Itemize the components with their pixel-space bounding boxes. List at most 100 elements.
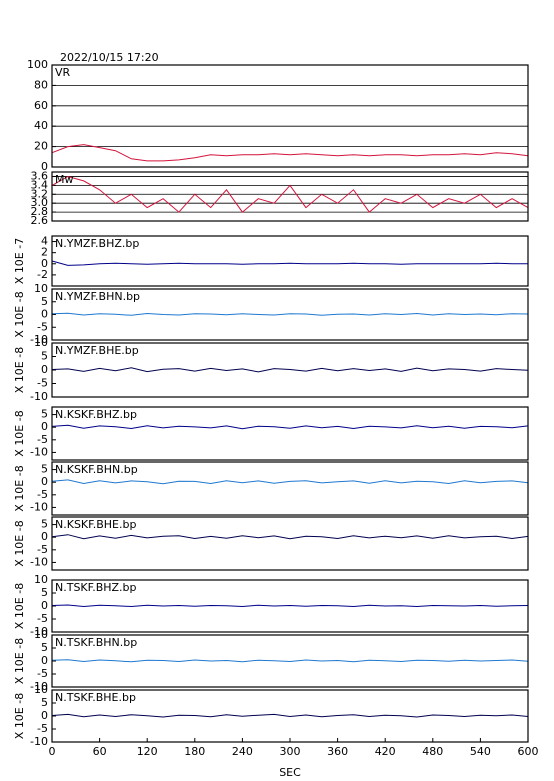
trace xyxy=(51,175,529,213)
y-tick-label: 5 xyxy=(41,518,48,531)
y-tick-label: 20 xyxy=(34,140,48,153)
y-tick-label: 0 xyxy=(41,420,48,433)
y-axis-label: X 10E -8 xyxy=(13,410,26,456)
panel-label: N.TSKF.BHE.bp xyxy=(55,691,136,704)
y-tick-label: 40 xyxy=(34,119,48,132)
x-tick-label: 240 xyxy=(232,745,253,758)
page-title: 2022/10/15 17:20 xyxy=(60,51,159,64)
y-tick-label: -5 xyxy=(37,722,48,735)
y-tick-label: -5 xyxy=(37,488,48,501)
y-tick-label: -10 xyxy=(30,625,48,638)
y-tick-label: 3.2 xyxy=(31,187,49,200)
x-tick-label: 360 xyxy=(327,745,348,758)
trace xyxy=(51,604,529,608)
y-tick-label: 5 xyxy=(41,696,48,709)
panel-label: Mw xyxy=(55,173,74,186)
y-axis-label: X 10E -8 xyxy=(13,583,26,629)
y-tick-label: 5 xyxy=(41,295,48,308)
x-axis-label: SEC xyxy=(279,766,301,779)
y-axis-label: X 10E -8 xyxy=(13,520,26,566)
trace xyxy=(51,144,529,162)
y-axis-label: X 10E -8 xyxy=(13,638,26,684)
trace xyxy=(51,534,529,540)
panel-frame xyxy=(51,342,529,398)
trace xyxy=(51,260,528,266)
panel-frame xyxy=(51,235,529,287)
panel-frame xyxy=(51,461,529,516)
y-tick-label: -10 xyxy=(30,333,48,346)
y-tick-label: 2.8 xyxy=(31,205,49,218)
x-tick-label: 120 xyxy=(137,745,158,758)
panel-frame xyxy=(51,634,529,688)
y-tick-label: 5 xyxy=(41,408,48,421)
y-tick-label: 0 xyxy=(41,308,48,321)
x-tick-label: 60 xyxy=(93,745,107,758)
y-tick-label: -2 xyxy=(37,268,48,281)
y-tick-label: 0 xyxy=(41,599,48,612)
y-tick-label: 2 xyxy=(41,246,48,259)
x-tick-label: 600 xyxy=(518,745,539,758)
y-tick-label: -5 xyxy=(37,543,48,556)
panel-label: N.TSKF.BHZ.bp xyxy=(55,581,137,594)
y-axis-label: X 10E -8 xyxy=(13,347,26,393)
panel-label: N.YMZF.BHZ.bp xyxy=(55,237,139,250)
y-tick-label: 4 xyxy=(41,235,48,248)
y-tick-label: -10 xyxy=(30,445,48,458)
x-tick-label: 0 xyxy=(49,745,56,758)
y-tick-label: 10 xyxy=(34,573,48,586)
y-tick-label: 10 xyxy=(34,336,48,349)
y-tick-label: -5 xyxy=(37,667,48,680)
y-tick-label: -10 xyxy=(30,390,48,403)
y-tick-label: 100 xyxy=(27,58,48,71)
y-tick-label: 5 xyxy=(41,350,48,363)
y-tick-label: -5 xyxy=(37,377,48,390)
y-tick-label: -10 xyxy=(30,555,48,568)
y-tick-label: -10 xyxy=(30,500,48,513)
y-tick-label: 0 xyxy=(41,475,48,488)
y-tick-label: 80 xyxy=(34,78,48,91)
y-tick-label: 3.6 xyxy=(31,169,49,182)
trace xyxy=(51,659,529,663)
trace xyxy=(51,713,529,718)
y-tick-label: -10 xyxy=(30,680,48,693)
y-tick-label: 60 xyxy=(34,99,48,112)
y-tick-label: 0 xyxy=(41,363,48,376)
x-tick-label: 420 xyxy=(375,745,396,758)
panel-label: N.TSKF.BHN.bp xyxy=(55,636,137,649)
panel-label: N.KSKF.BHE.bp xyxy=(55,518,136,531)
y-tick-label: 3.0 xyxy=(31,196,49,209)
x-tick-label: 480 xyxy=(422,745,443,758)
y-tick-label: 5 xyxy=(41,641,48,654)
trace xyxy=(51,479,529,485)
panel-frame xyxy=(51,579,529,633)
y-tick-label: 2.6 xyxy=(31,214,49,227)
y-tick-label: -5 xyxy=(37,612,48,625)
panel-label: N.YMZF.BHE.bp xyxy=(55,344,139,357)
y-axis-label: X 10E -8 xyxy=(13,291,26,337)
trace xyxy=(51,367,529,373)
y-tick-label: 10 xyxy=(34,282,48,295)
y-axis-label: X 10E -8 xyxy=(13,693,26,739)
panel-label: N.KSKF.BHZ.bp xyxy=(55,408,137,421)
x-tick-label: 180 xyxy=(184,745,205,758)
y-tick-label: 0 xyxy=(41,709,48,722)
panel-frame xyxy=(51,288,529,341)
y-tick-label: -5 xyxy=(37,433,48,446)
y-tick-label: -5 xyxy=(37,320,48,333)
x-tick-label: 540 xyxy=(470,745,491,758)
y-tick-label: 10 xyxy=(34,683,48,696)
y-axis-label: X 10E -7 xyxy=(13,238,26,284)
y-tick-label: 0 xyxy=(41,530,48,543)
panel-frame xyxy=(51,64,529,168)
panel-frame xyxy=(51,171,529,222)
y-tick-label: 5 xyxy=(41,463,48,476)
panel-label: VR xyxy=(55,66,71,79)
y-tick-label: 5 xyxy=(41,586,48,599)
panel-label: N.YMZF.BHN.bp xyxy=(55,290,140,303)
y-tick-label: -10 xyxy=(30,735,48,748)
trace xyxy=(51,424,529,430)
y-tick-label: 10 xyxy=(34,628,48,641)
y-tick-label: 0 xyxy=(41,654,48,667)
trace xyxy=(51,312,529,316)
